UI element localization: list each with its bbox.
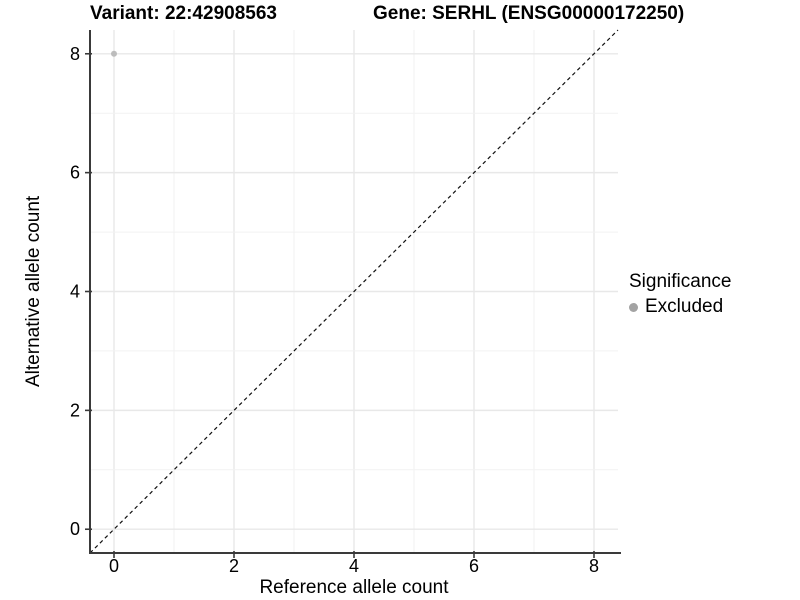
- legend-marker-circle-icon: [629, 302, 638, 312]
- x-tick-label: 4: [349, 556, 359, 576]
- y-tick-label: 4: [70, 282, 80, 302]
- legend: Significance Excluded: [629, 271, 731, 318]
- y-tick-label: 6: [70, 163, 80, 183]
- plot-title-variant: Variant: 22:42908563: [90, 3, 277, 24]
- x-tick-label: 6: [469, 556, 479, 576]
- scatter-plot-panel: 0 2 4 6 8 0 2 4 6 8: [70, 29, 621, 576]
- identity-line: [89, 29, 619, 554]
- y-tick-label: 2: [70, 400, 80, 420]
- legend-title: Significance: [629, 271, 732, 292]
- x-tick-label: 0: [109, 556, 119, 576]
- x-axis-title: Reference allele count: [259, 577, 449, 598]
- y-tick-label: 8: [70, 44, 80, 64]
- data-point-excluded: [111, 50, 117, 57]
- legend-item-excluded: Excluded: [629, 296, 731, 318]
- x-tick-label: 2: [229, 556, 239, 576]
- y-tick-label: 0: [70, 519, 80, 539]
- legend-item-label: Excluded: [645, 296, 724, 317]
- x-tick-label: 8: [589, 556, 599, 576]
- y-axis-title: Alternative allele count: [23, 195, 44, 388]
- plot-title-gene: Gene: SERHL (ENSG00000172250): [373, 3, 685, 24]
